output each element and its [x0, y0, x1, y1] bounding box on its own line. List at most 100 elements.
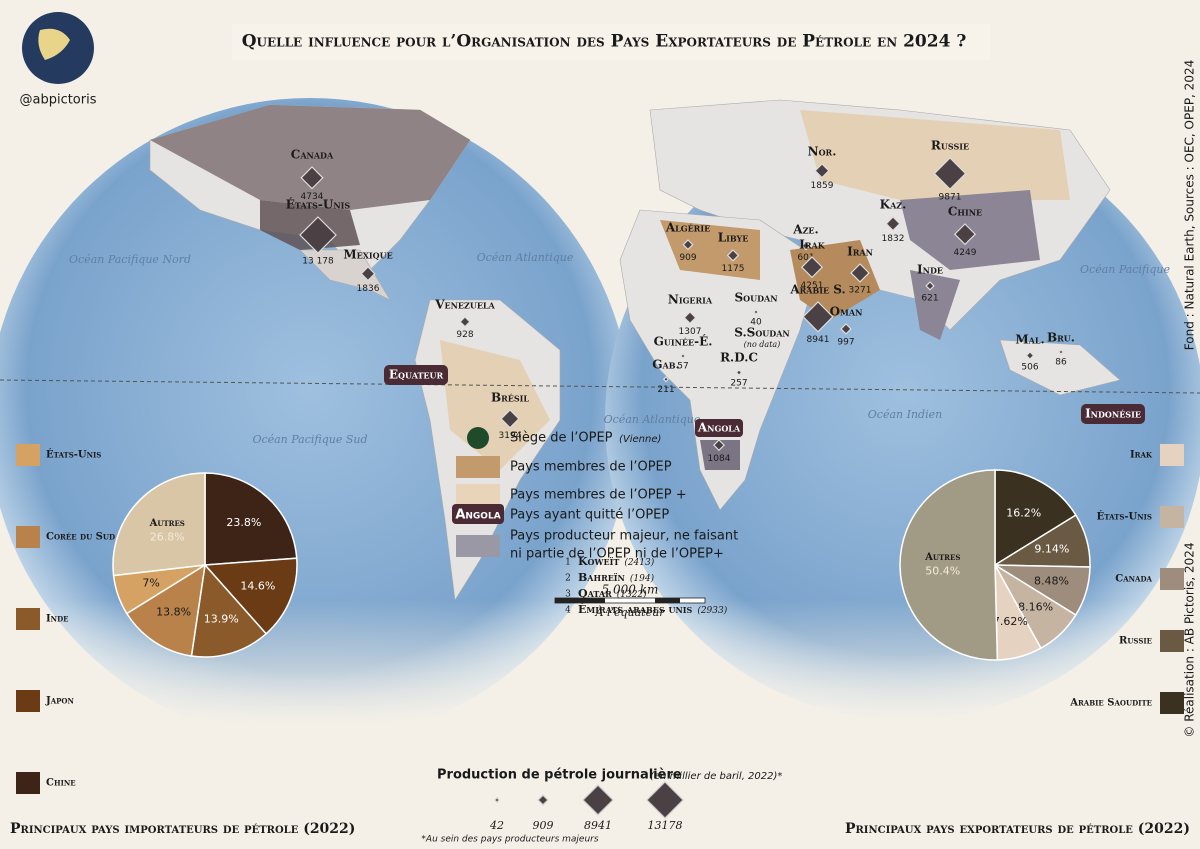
- pie-value-label: 13.9%: [204, 613, 239, 626]
- legend-label: Canada: [1115, 574, 1152, 585]
- country-name: Gab.: [652, 358, 679, 372]
- credit: @abpictoris: [19, 93, 96, 108]
- production-value: 621: [921, 293, 938, 303]
- gulf-name: Qatar (1322): [578, 587, 647, 600]
- ocean-label: Océan Pacifique Sud: [252, 433, 367, 446]
- country-name: Nigeria: [668, 293, 713, 307]
- pie-value-label: 8.16%: [1018, 601, 1053, 614]
- title: Quelle influence pour l’Organisation des…: [242, 32, 967, 52]
- production-value: 4249: [954, 248, 977, 258]
- production-value: 1175: [722, 264, 745, 274]
- pie-value-label: 23.8%: [226, 516, 261, 529]
- pie-value-label: 7%: [142, 577, 159, 590]
- swatch-members-plus: [456, 484, 500, 506]
- size-marker: [494, 797, 500, 803]
- production-marker: [753, 309, 759, 315]
- highlight-label: Indonésie: [1085, 407, 1141, 421]
- scale-bar-seg: [555, 598, 605, 603]
- legend-left-tag: Angola: [455, 508, 500, 523]
- country-name: Libye: [718, 231, 749, 245]
- pie-value-label: 16.2%: [1006, 507, 1041, 520]
- gulf-country: Émirats arabes unis: [578, 602, 693, 616]
- production-value: 1836: [357, 284, 380, 294]
- pie-value-label: 26.8%: [150, 530, 185, 543]
- production-marker: [933, 157, 967, 191]
- gulf-name: Koweït (2413): [578, 555, 655, 568]
- legend-label: Irak: [1130, 450, 1153, 461]
- production-value: 601: [797, 253, 814, 263]
- production-value: 257: [730, 379, 747, 389]
- country-name: Mal.: [1015, 333, 1044, 347]
- legend-other-2: ni partie de l’OPEP ni de l’OPEP+: [510, 547, 724, 562]
- production-marker: [1058, 349, 1064, 355]
- legend-swatch: [16, 772, 40, 794]
- country-name: Mexique: [343, 248, 392, 262]
- pie-value-label: 50.4%: [925, 565, 960, 578]
- legend-swatch: [16, 690, 40, 712]
- pie-value-label: 14.6%: [240, 579, 275, 592]
- legend-swatch: [1160, 568, 1184, 590]
- gulf-country: Bahreïn: [578, 571, 625, 584]
- ocean-label: Océan Indien: [868, 408, 942, 421]
- country-name: Algérie: [665, 221, 710, 235]
- title-box: [232, 24, 990, 60]
- hq-icon: [467, 427, 489, 449]
- production-marker: [802, 301, 834, 333]
- pie-value-label: 13.8%: [156, 606, 191, 619]
- legend-label: Arabie Saoudite: [1069, 698, 1152, 709]
- pie-slice: [994, 469, 1077, 567]
- legend-label: Russie: [1119, 636, 1152, 647]
- production-marker: [300, 166, 324, 190]
- production-value: 57: [677, 362, 688, 372]
- production-marker: [800, 256, 824, 279]
- production-marker: [682, 239, 694, 251]
- legend-swatch: [16, 444, 40, 466]
- country-name: Russie: [931, 139, 969, 153]
- production-value: 9871: [939, 193, 962, 203]
- scale-distance: 5 000 km: [602, 583, 659, 597]
- production-marker: [735, 369, 743, 376]
- swatch-other: [456, 535, 500, 557]
- pie-slice: [204, 472, 298, 566]
- legend-swatch: [16, 526, 40, 548]
- production-marker: [726, 249, 740, 262]
- gulf-num: 3: [565, 590, 571, 600]
- pie-value-label: 9.14%: [1034, 543, 1069, 556]
- pie-slice: [190, 563, 268, 658]
- pie-value-label: 7.62%: [993, 615, 1028, 628]
- production-value: 1084: [708, 454, 731, 464]
- pie-slice: [125, 563, 206, 657]
- ocean-label: Océan Pacifique: [1080, 263, 1170, 276]
- production-value: 40: [750, 318, 762, 328]
- gulf-num: 1: [565, 558, 571, 568]
- production-value: 1307: [679, 327, 702, 337]
- production-marker: [459, 316, 471, 328]
- legend-swatch: [1160, 506, 1184, 528]
- country-name: Soudan: [734, 291, 777, 305]
- legend-label: Inde: [46, 614, 68, 625]
- legend-swatch: [1160, 444, 1184, 466]
- country-name: Guinée-É.: [654, 334, 713, 349]
- legend-label: États-Unis: [46, 449, 101, 461]
- production-marker: [801, 241, 811, 251]
- gulf-num: 2: [565, 574, 571, 584]
- country-name: Oman: [830, 305, 863, 319]
- production-value: 1859: [811, 181, 834, 191]
- size-label: 13178: [648, 819, 683, 832]
- country-name: R.D.C: [720, 351, 758, 365]
- legend-hq-city: (Vienne): [619, 434, 661, 445]
- country-name: Iran: [847, 245, 873, 259]
- production-value: 506: [1021, 363, 1038, 373]
- production-value: 997: [837, 337, 854, 347]
- size-label: 909: [533, 819, 554, 832]
- production-marker: [299, 216, 337, 254]
- production-value: 909: [679, 253, 696, 263]
- gulf-country: Koweït: [578, 555, 619, 568]
- gulf-value: (1322): [617, 589, 647, 600]
- legend-members-plus: Pays membres de l’OPEP +: [510, 488, 687, 503]
- gulf-name: Émirats arabes unis (2933): [578, 602, 728, 616]
- country-note: (no data): [744, 340, 781, 349]
- size-marker: [646, 781, 684, 819]
- size-label: 8941: [584, 819, 612, 832]
- gulf-value: (194): [630, 573, 655, 584]
